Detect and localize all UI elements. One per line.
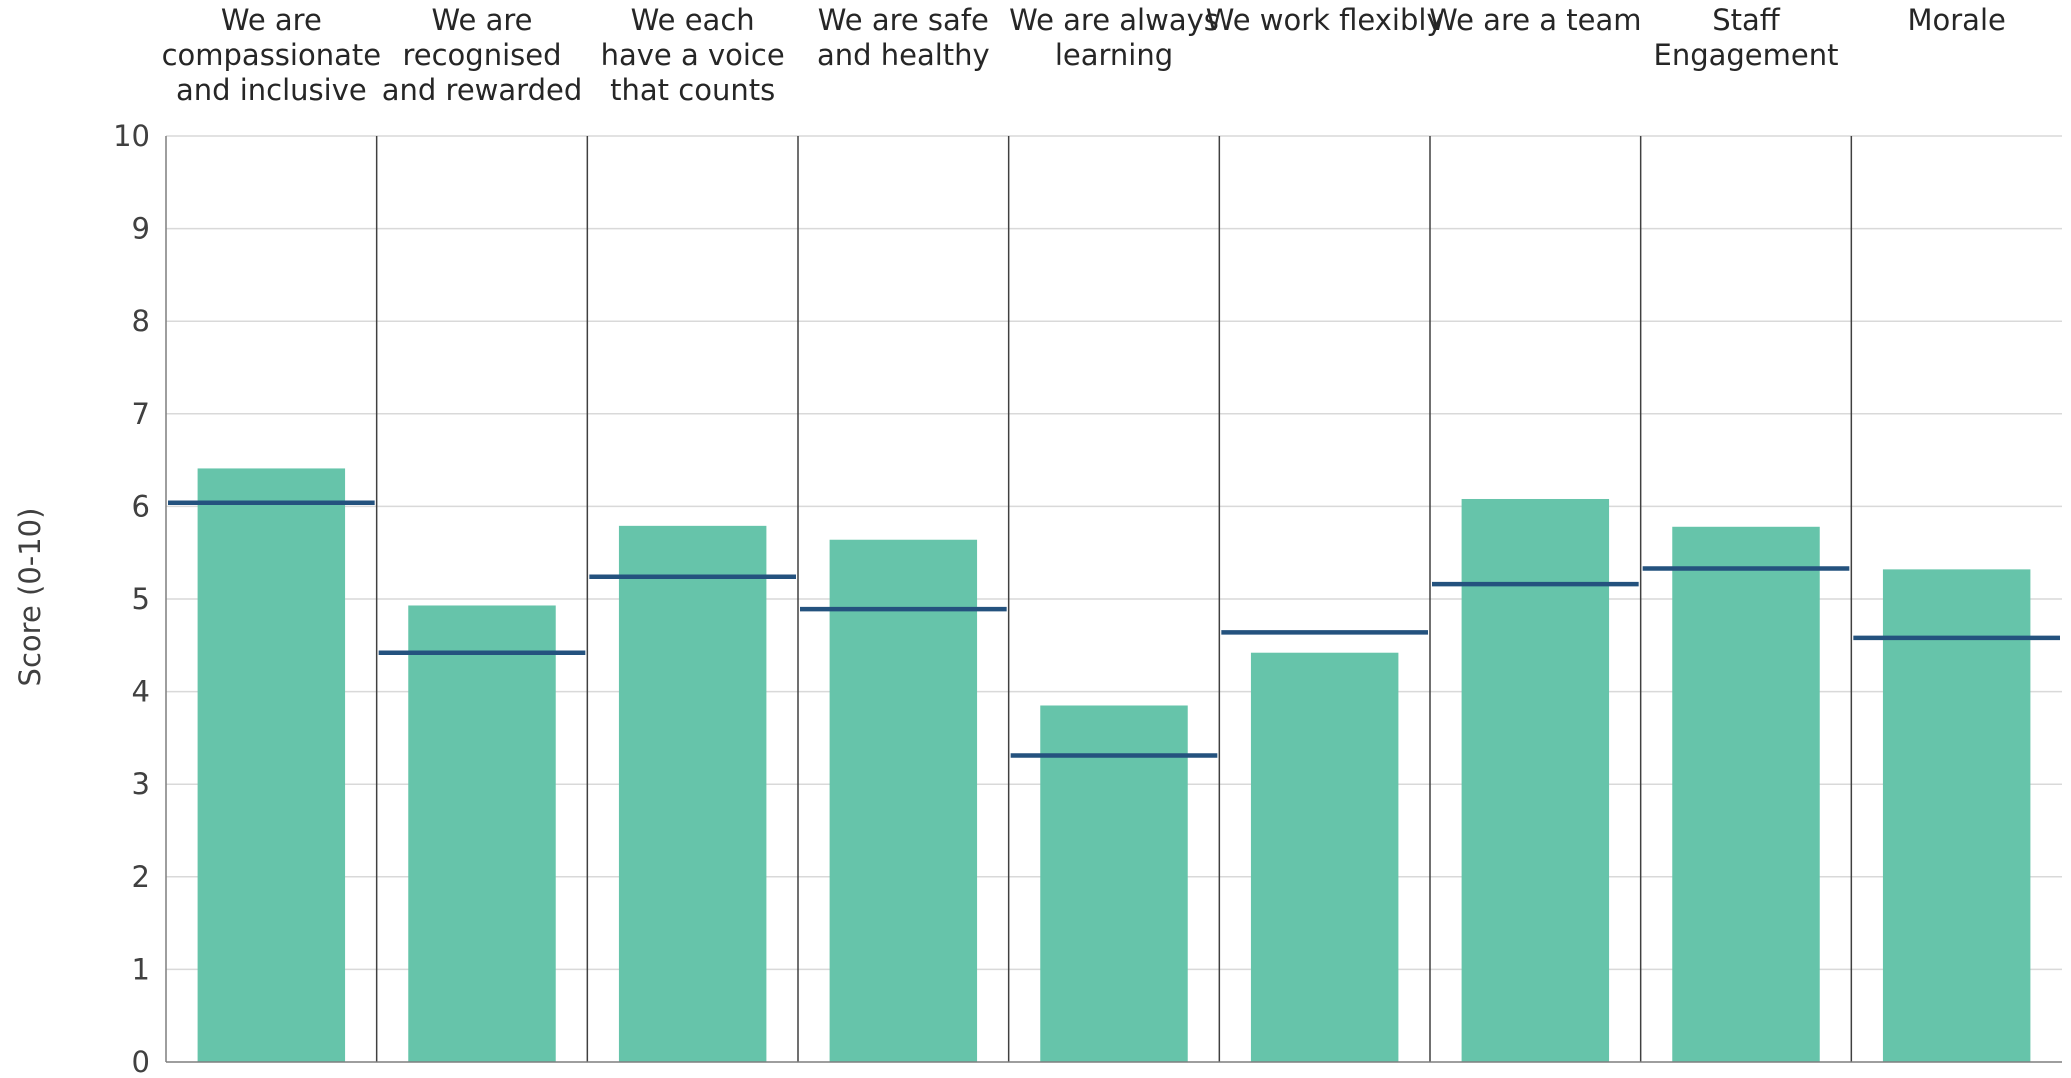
y-tick-label: 6 [132,489,150,523]
y-tick-labels: 0 1 2 3 4 5 6 7 8 9 10 [113,119,150,1078]
category-label: We are always learning [1009,3,1219,72]
bar [197,468,346,1063]
bar [1040,705,1188,1062]
y-tick-label: 10 [113,119,150,153]
category-label: Staff Engagement [1654,3,1839,72]
bar [1461,498,1610,1062]
category-label: We are safe and healthy [817,3,990,72]
y-tick-label: 1 [132,952,150,986]
category-dividers [375,136,1853,1062]
axes [165,136,2062,1063]
bar [618,525,767,1062]
y-tick-label: 9 [132,212,150,246]
y-axis-title: Score (0-10) [13,508,47,687]
y-tick-label: 2 [132,860,150,894]
bar [829,539,978,1062]
y-tick-label: 7 [132,397,150,431]
category-label: We are compassionate and inclusive [162,3,382,107]
category-label: We are a team [1429,3,1641,37]
y-tick-label: 8 [132,304,150,338]
y-tick-label: 5 [132,582,150,616]
bars [197,468,2031,1063]
bar [1672,526,1820,1062]
y-tick-label: 3 [132,767,150,801]
y-tick-label: 4 [132,675,150,709]
category-label: We work flexibly [1206,3,1444,37]
category-label: Morale [1907,3,2005,37]
category-label: We are recognised and rewarded [382,3,582,107]
comparison-markers [168,500,2060,758]
bar [408,605,556,1062]
bar [1882,569,2031,1062]
y-tick-label: 0 [132,1045,150,1078]
bar [1250,652,1399,1062]
category-label: We each have a voice that counts [601,3,785,107]
